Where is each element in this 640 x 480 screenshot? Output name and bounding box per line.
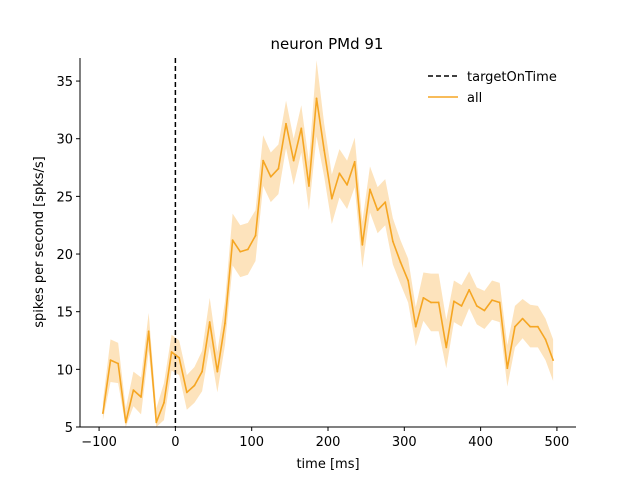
data-point [498,301,501,304]
data-point [246,248,249,251]
x-tick-label: 500 [545,435,570,450]
y-tick-label: 20 [56,248,73,263]
plot-area [101,58,555,428]
data-point [254,234,257,237]
data-point [552,359,555,362]
data-point [155,421,158,424]
x-tick-label: 0 [171,435,179,450]
data-point [308,185,310,187]
data-point [430,301,432,304]
data-point [407,279,410,282]
data-point [277,167,280,170]
x-tick-label: 100 [239,435,264,450]
data-point [147,330,150,333]
confidence-band-all [102,60,554,428]
data-point [101,412,104,415]
data-point [414,325,417,328]
data-point [185,391,188,394]
data-point [285,122,287,125]
y-tick-label: 10 [56,363,73,378]
data-point [132,389,135,391]
data-point [124,421,127,424]
series-line-all [102,97,554,424]
data-point [529,325,532,328]
data-point [208,321,211,323]
data-point [391,240,394,243]
data-point [269,175,272,178]
data-point [453,300,455,303]
data-point [506,367,509,370]
data-point [216,370,219,373]
ticks: −100 0 100 200 300 400 500 5 10 15 20 25 30 35 [56,75,569,450]
data-point [521,317,524,320]
data-point [224,322,226,325]
legend-label-targetontime: targetOnTime [467,70,557,85]
data-point [346,183,348,186]
chart-title: neuron PMd 91 [271,35,384,53]
data-point [262,159,265,162]
legend-label-all: all [467,91,482,106]
data-point [231,239,234,242]
data-point [292,159,295,162]
data-point [468,288,471,291]
data-point [437,301,440,304]
x-axis-label: time [ms] [296,457,359,472]
data-point [544,338,547,341]
data-point [178,356,181,359]
x-tick-label: 400 [468,435,493,450]
y-tick-label: 25 [56,190,73,205]
y-tick-label: 15 [56,306,73,321]
data-point [239,250,242,253]
data-point [338,172,341,175]
legend: targetOnTime all [428,70,557,106]
data-point [170,351,173,353]
data-point [384,201,387,204]
data-point [201,370,203,373]
data-point [491,299,493,302]
x-tick-label: 200 [316,435,341,450]
data-point [300,127,303,130]
y-tick-label: 35 [56,75,73,90]
data-point [109,359,112,362]
axes [79,58,576,428]
data-point [361,243,364,246]
y-tick-label: 30 [56,133,73,148]
data-point [353,160,356,163]
data-point [117,362,120,365]
data-point [315,97,318,100]
data-point [140,396,142,398]
data-point [422,296,425,299]
data-point [163,401,165,404]
data-point [475,305,478,307]
data-point [460,305,463,307]
data-point [193,384,196,387]
data-point [536,325,539,328]
data-point [514,325,516,328]
data-point [483,309,486,312]
data-point [445,346,448,349]
x-tick-label: 300 [392,435,417,450]
data-point [330,197,333,200]
x-tick-label: −100 [81,435,117,450]
data-point [369,188,371,191]
y-axis-label: spikes per second [spks/s] [32,156,47,327]
y-tick-label: 5 [65,421,73,436]
data-point [323,149,326,152]
data-point [376,209,379,212]
data-point [399,261,402,263]
